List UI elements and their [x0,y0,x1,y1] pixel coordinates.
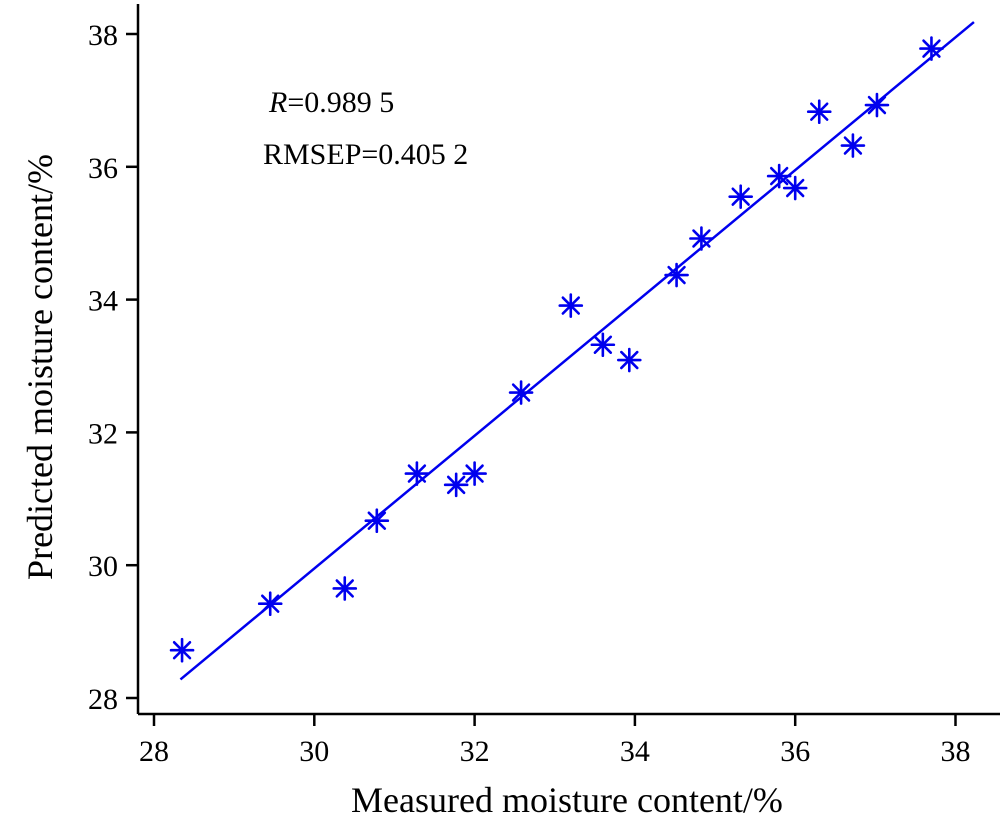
data-points [169,36,944,663]
data-point [840,133,866,158]
data-point [664,262,689,288]
r-value: =0.989 5 [287,86,394,119]
rmsep-annotation: RMSEP=0.405 2 [263,138,468,171]
x-axis-label: Measured moisture content/% [351,780,783,820]
x-tick-label: 36 [780,735,810,768]
data-point [766,163,792,189]
data-point [169,637,195,663]
data-point [443,472,469,498]
data-point [257,591,283,617]
data-point [364,508,390,534]
data-point [508,380,534,405]
correlation-annotation: R=0.989 5 [268,86,394,119]
x-tick-label: 28 [139,735,169,768]
data-point [806,99,832,124]
y-tick-label: 30 [88,550,118,583]
data-point [558,293,584,318]
x-tick-label: 34 [620,735,650,768]
x-tick-label: 32 [460,735,490,768]
y-axis-ticks: 28 30 32 34 36 38 [88,19,138,716]
data-point [332,576,358,601]
r-symbol: R [268,86,287,119]
y-axis-label: Predicted moisture content/% [20,154,60,580]
data-point [590,332,616,358]
y-tick-label: 34 [88,285,118,318]
x-tick-label: 38 [941,735,971,768]
y-tick-label: 38 [88,19,118,52]
y-tick-label: 28 [88,683,118,716]
x-tick-label: 30 [299,735,329,768]
x-axis-ticks: 28 30 32 34 36 38 [139,714,971,768]
data-point [616,347,642,373]
data-point [919,36,944,61]
data-point [404,461,430,486]
data-point [782,175,808,201]
regression-line [179,21,975,681]
data-point [864,92,890,118]
y-tick-label: 32 [88,417,118,450]
data-point [689,226,714,251]
data-point [728,184,753,209]
y-tick-label: 36 [88,152,118,185]
data-point [462,461,487,486]
